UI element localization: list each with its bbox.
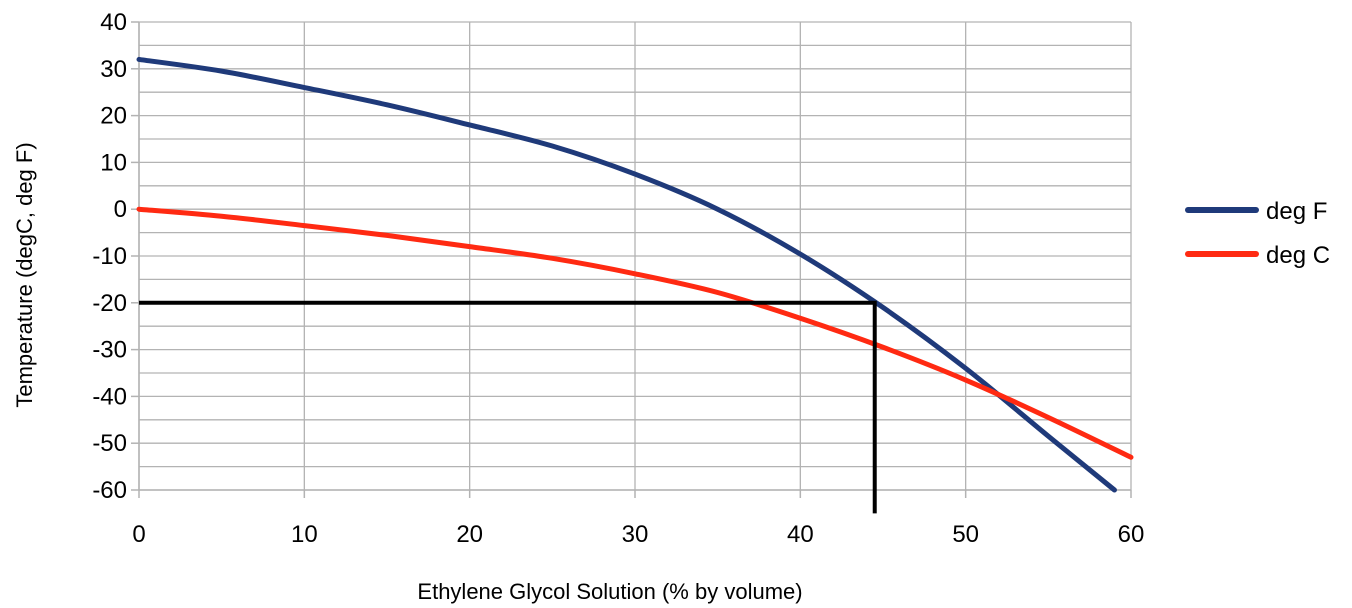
x-tick-labels: 0 10 20 30 40 50 60 — [132, 490, 1144, 548]
y-tick-label: 20 — [100, 103, 127, 130]
y-tick-label: 40 — [100, 9, 127, 36]
y-tick-label: -50 — [92, 430, 127, 457]
y-tick-label: 10 — [100, 149, 127, 176]
y-tick-labels: 40 30 20 10 0 -10 -20 -30 -40 -50 -60 — [92, 9, 139, 504]
series-line-deg-f — [136, 56, 1117, 493]
y-tick-label: 0 — [114, 196, 127, 223]
y-tick-label: -40 — [92, 383, 127, 410]
legend-label-deg-f: deg F — [1266, 198, 1327, 225]
y-tick-label: -60 — [92, 477, 127, 504]
x-tick-label: 30 — [622, 521, 649, 548]
x-tick-label: 0 — [132, 521, 145, 548]
legend-label-deg-c: deg C — [1266, 242, 1330, 269]
x-tick-label: 10 — [291, 521, 318, 548]
y-tick-label: -10 — [92, 243, 127, 270]
legend: deg F deg C — [1185, 198, 1330, 269]
y-tick-label: -20 — [92, 290, 127, 317]
y-axis-title: Temperature (degC, deg F) — [12, 142, 37, 407]
x-tick-label: 60 — [1118, 521, 1145, 548]
x-tick-label: 20 — [456, 521, 483, 548]
reference-lines — [139, 300, 877, 514]
x-tick-label: 40 — [787, 521, 814, 548]
y-tick-label: 30 — [100, 56, 127, 83]
x-tick-label: 50 — [952, 521, 979, 548]
series-line-deg-c — [136, 206, 1134, 460]
series-lines — [136, 56, 1134, 493]
gridlines — [138, 21, 1132, 491]
x-axis-title: Ethylene Glycol Solution (% by volume) — [417, 579, 802, 604]
y-tick-label: -30 — [92, 337, 127, 364]
reference-line — [139, 300, 877, 514]
